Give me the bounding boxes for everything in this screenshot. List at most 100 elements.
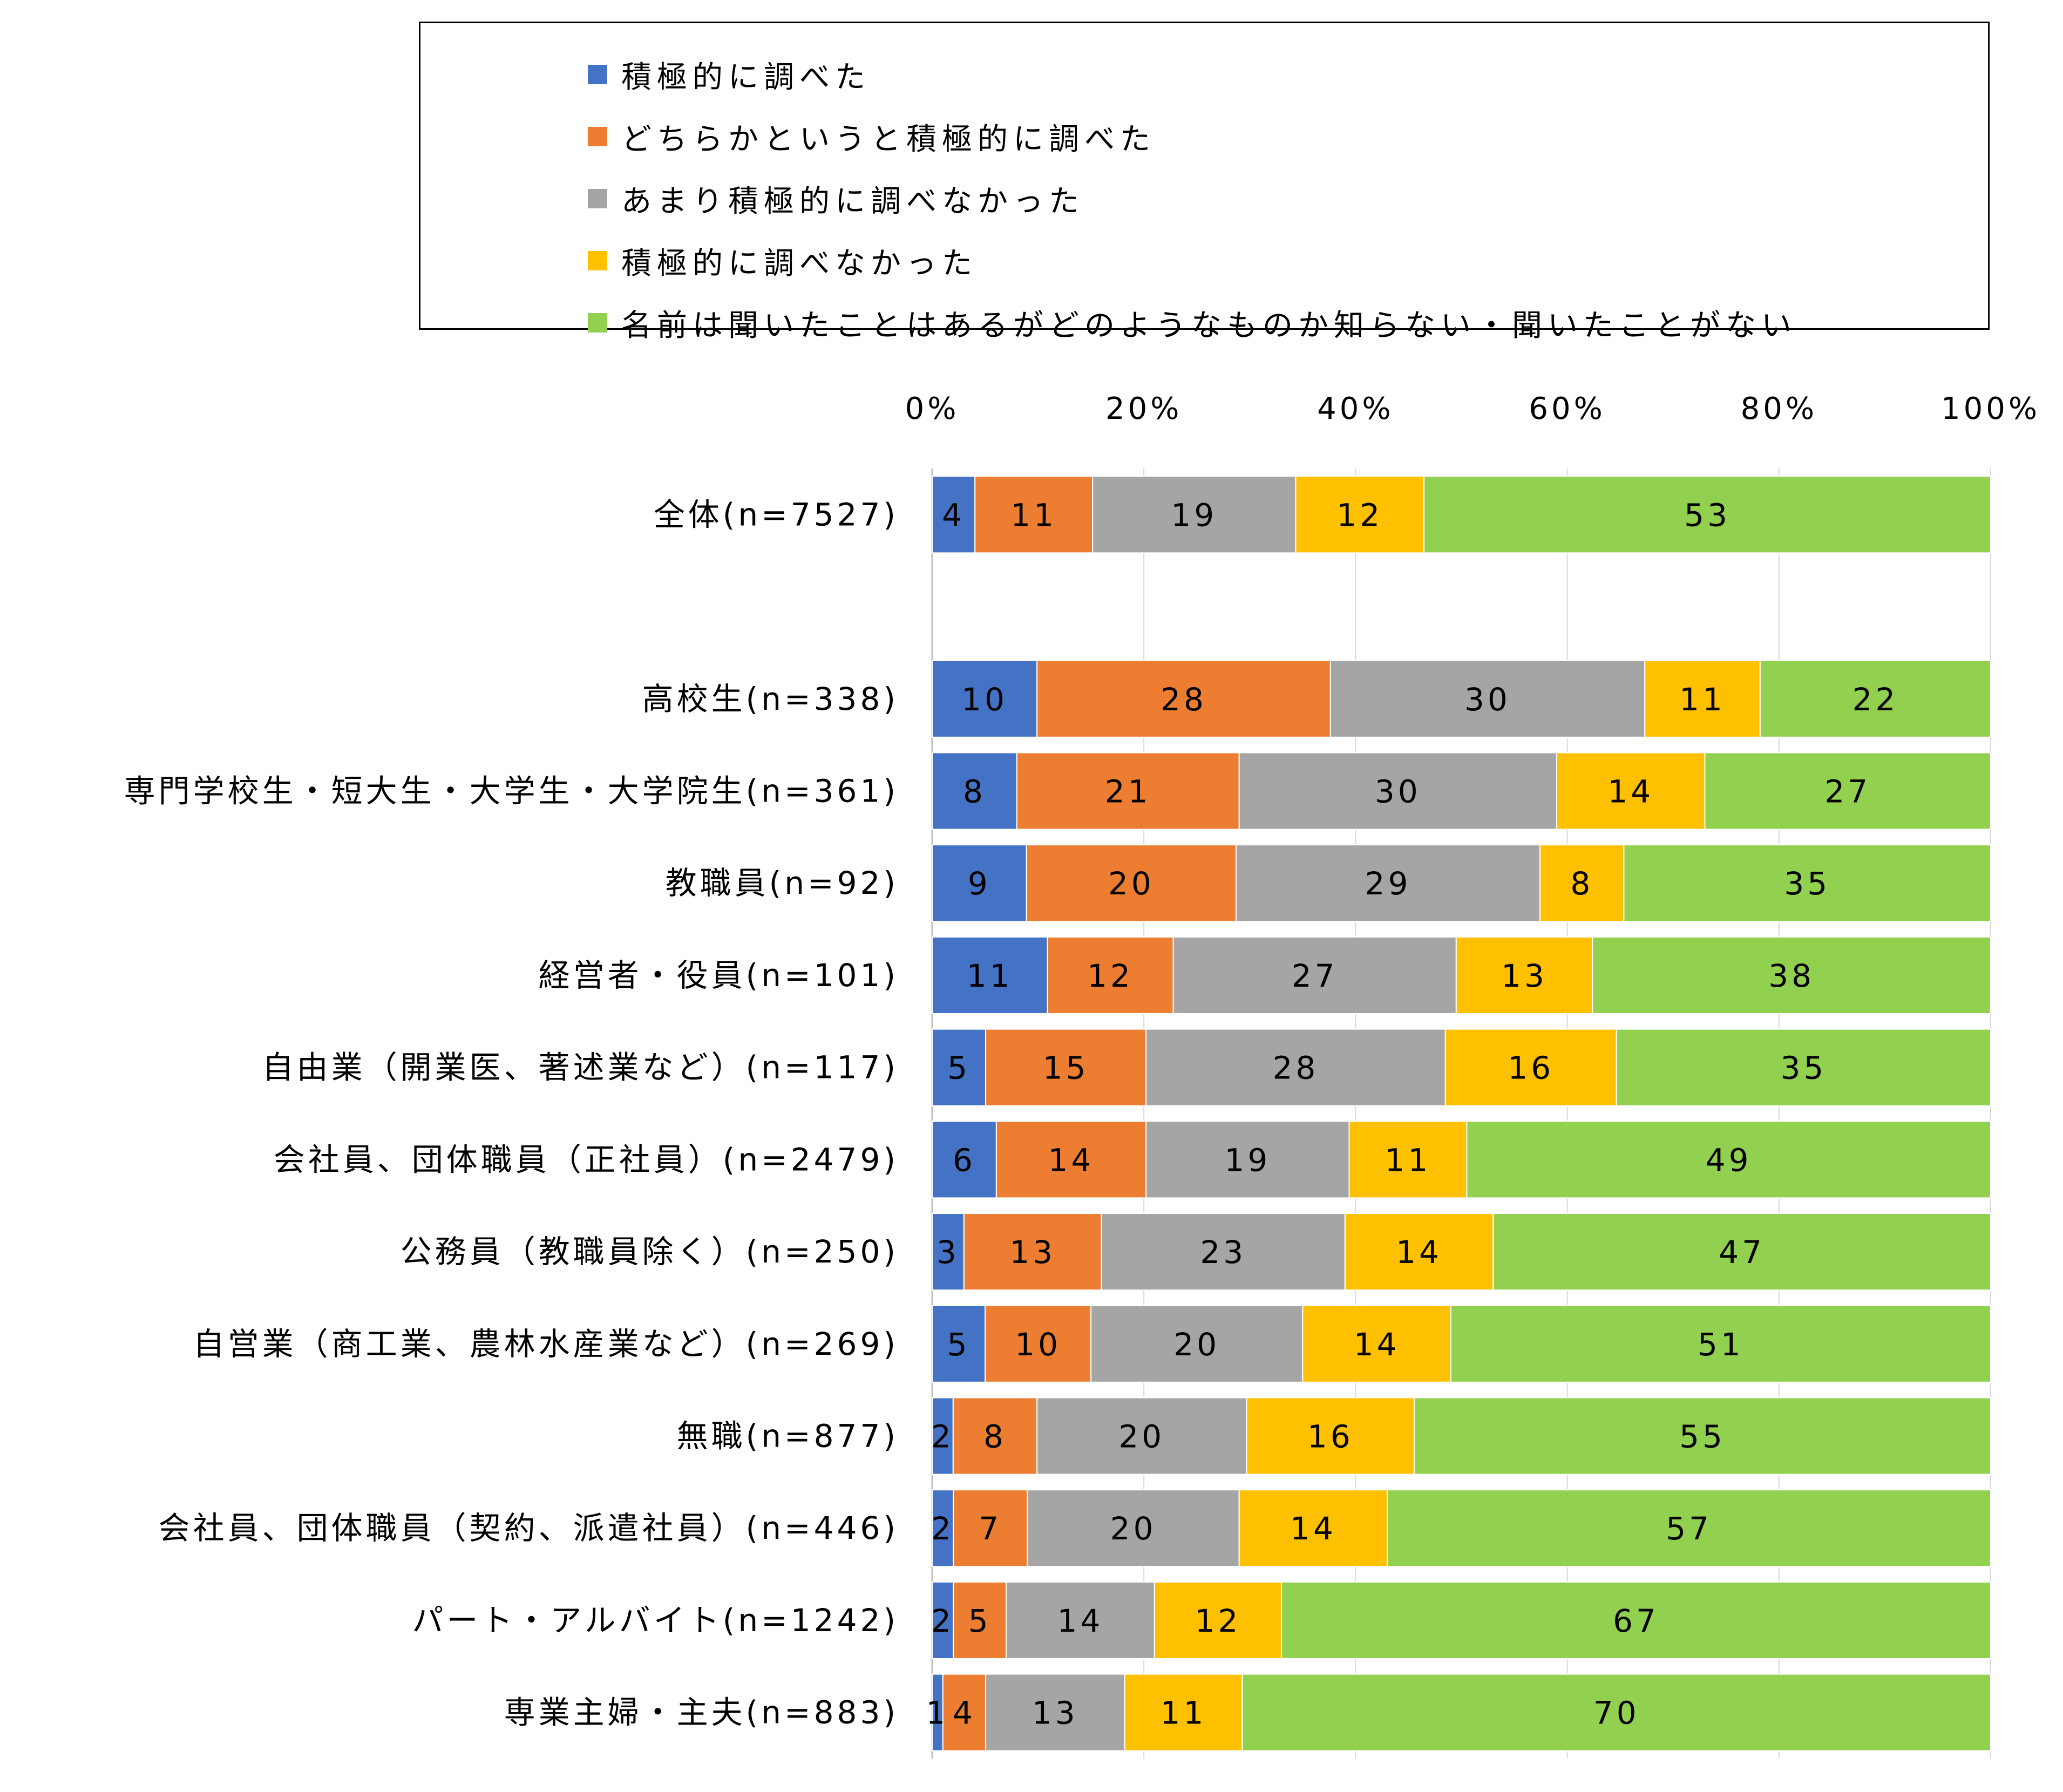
data-label: 11 — [1010, 497, 1057, 533]
legend-label-series-4: 積極的に調べなかった — [621, 246, 978, 281]
bar-segment — [1556, 752, 1706, 830]
bar-segment — [1539, 844, 1625, 922]
bar-segment — [1704, 752, 1991, 830]
legend-swatch-series-3 — [588, 189, 607, 208]
bar-segment — [1026, 844, 1237, 922]
bar-segment — [932, 752, 1017, 830]
data-label: 21 — [1105, 773, 1151, 810]
bar-segment — [932, 1581, 954, 1659]
bar-segment — [1759, 660, 1992, 738]
bar-segment — [932, 936, 1048, 1014]
bar-segment — [1344, 1213, 1494, 1291]
category-label: 経営者・役員(n=101) — [539, 957, 899, 994]
bar-segment — [932, 1028, 987, 1107]
category-label: 全体(n=7527) — [654, 496, 899, 533]
data-label: 3 — [937, 1234, 960, 1271]
data-label: 20 — [1118, 1418, 1165, 1455]
bar-segment — [1281, 1581, 1991, 1659]
data-label: 11 — [967, 958, 1013, 994]
data-label: 30 — [1464, 681, 1511, 718]
legend-item-series-2: どちらかというと積極的に調べた — [588, 107, 1156, 166]
legend-swatch-series-2 — [588, 127, 607, 146]
bar-segment — [1492, 1213, 1992, 1291]
legend-item-series-1: 積極的に調べた — [588, 45, 871, 104]
bar-segment — [995, 1121, 1147, 1199]
bar-segment — [974, 476, 1094, 554]
data-label: 51 — [1698, 1326, 1744, 1363]
bar-segment — [1616, 1028, 1992, 1107]
data-label: 53 — [1684, 497, 1731, 533]
legend-swatch-series-1 — [588, 65, 607, 84]
data-label: 27 — [1824, 773, 1871, 810]
category-label: 専門学校生・短大生・大学生・大学院生(n=361) — [124, 773, 899, 810]
data-label: 12 — [1336, 497, 1383, 533]
data-label: 2 — [931, 1510, 954, 1547]
data-label: 28 — [1273, 1050, 1319, 1087]
data-label: 14 — [1396, 1234, 1442, 1271]
data-label: 5 — [947, 1326, 971, 1363]
bar-segment — [1006, 1581, 1155, 1659]
bar-segment — [1644, 660, 1761, 738]
legend-label-series-3: あまり積極的に調べなかった — [621, 184, 1084, 219]
legend-item-series-5: 名前は聞いたことはあるがどのようなものか知らない・聞いたことがない — [588, 293, 1797, 352]
legend-swatch-series-4 — [588, 251, 607, 270]
data-label: 14 — [1048, 1142, 1095, 1178]
bar-segment — [932, 1489, 954, 1567]
data-label: 19 — [1224, 1142, 1271, 1178]
data-label: 14 — [1607, 773, 1654, 810]
category-label: 無職(n=877) — [677, 1418, 899, 1455]
bar-segment — [1246, 1397, 1415, 1475]
data-label: 7 — [979, 1510, 1002, 1547]
data-label: 67 — [1613, 1603, 1659, 1639]
legend-swatch-series-5 — [588, 313, 607, 332]
bar-segment — [932, 1305, 986, 1383]
bar-segment — [1295, 476, 1425, 554]
data-label: 30 — [1375, 773, 1421, 810]
data-label: 20 — [1173, 1326, 1220, 1363]
bar-segment — [1466, 1121, 1991, 1199]
bar-segment — [1124, 1673, 1243, 1752]
bar-segment — [1450, 1305, 1991, 1383]
data-label: 12 — [1195, 1603, 1241, 1639]
bar-segment — [953, 1581, 1007, 1659]
bar-segment — [1329, 660, 1646, 738]
data-label: 11 — [1161, 1695, 1207, 1732]
legend-label-series-1: 積極的に調べた — [621, 59, 871, 95]
data-label: 23 — [1200, 1234, 1246, 1271]
data-label: 14 — [1290, 1510, 1336, 1547]
data-label: 16 — [1307, 1418, 1354, 1455]
data-label: 20 — [1110, 1510, 1157, 1547]
bar-segment — [932, 660, 1038, 738]
bar-segment — [1423, 476, 1991, 554]
data-label: 29 — [1365, 865, 1411, 902]
bar-segment — [1348, 1121, 1468, 1199]
bar-segment — [1238, 752, 1557, 830]
data-label: 8 — [983, 1418, 1007, 1455]
data-label: 19 — [1171, 497, 1217, 533]
data-label: 22 — [1852, 681, 1899, 718]
data-label: 12 — [1087, 958, 1134, 994]
data-label: 5 — [968, 1603, 992, 1639]
x-tick-label: 80% — [1741, 391, 1817, 426]
data-label: 4 — [953, 1695, 976, 1732]
bar-segment — [953, 1489, 1028, 1567]
category-label: 専業主婦・主夫(n=883) — [504, 1694, 899, 1731]
data-label: 57 — [1666, 1510, 1712, 1547]
legend-item-series-4: 積極的に調べなかった — [588, 231, 978, 290]
bar-segment — [1047, 936, 1174, 1014]
category-label: 自営業（商工業、農林水産業など）(n=269) — [193, 1326, 899, 1362]
data-label: 15 — [1043, 1050, 1089, 1087]
data-label: 11 — [1385, 1142, 1431, 1178]
bar-segment — [1592, 936, 1991, 1014]
category-label: 会社員、団体職員（契約、派遣社員）(n=446) — [159, 1510, 899, 1546]
bar-segment — [932, 476, 976, 554]
bar-segment — [932, 1121, 997, 1199]
bar-segment — [1414, 1397, 1991, 1475]
data-label: 38 — [1768, 958, 1815, 994]
bar-segment — [1145, 1028, 1446, 1107]
data-label: 13 — [1501, 958, 1548, 994]
data-label: 35 — [1784, 865, 1830, 902]
data-label: 70 — [1593, 1695, 1640, 1732]
